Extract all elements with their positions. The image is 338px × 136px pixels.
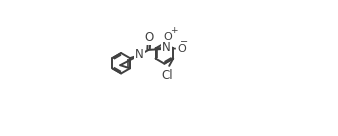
Text: N: N	[162, 41, 171, 54]
Text: N: N	[135, 49, 144, 61]
Text: +: +	[170, 26, 177, 35]
Text: O: O	[163, 32, 172, 41]
Text: Cl: Cl	[162, 69, 173, 82]
Text: −: −	[180, 37, 189, 47]
Text: O: O	[144, 31, 154, 44]
Text: O: O	[177, 44, 186, 54]
